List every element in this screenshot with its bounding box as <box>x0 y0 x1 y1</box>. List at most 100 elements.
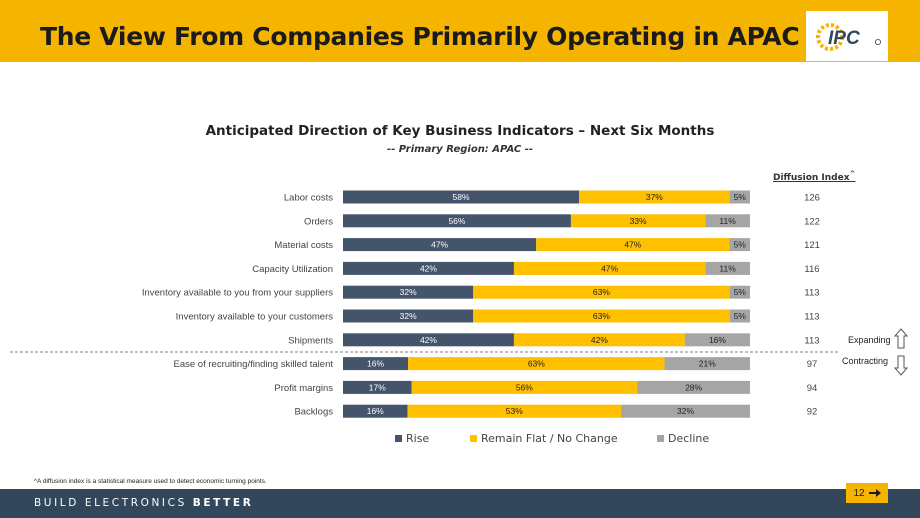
data-label: 47% <box>624 240 641 250</box>
ipc-logo-icon: IPC <box>816 23 882 51</box>
legend-item-decline: Decline <box>668 432 709 445</box>
bar-remain-flat-no-change-5 <box>473 285 730 299</box>
data-label: 32% <box>677 406 694 416</box>
data-label: 5% <box>734 240 747 250</box>
bar-decline-6 <box>729 309 750 323</box>
data-label: 11% <box>719 216 736 226</box>
page-number-badge: 12 <box>846 483 888 503</box>
data-label: 11% <box>719 263 736 273</box>
legend-item-rise: Rise <box>406 432 429 445</box>
bar-decline-5 <box>729 285 750 299</box>
bar-remain-flat-no-change-9 <box>411 380 638 394</box>
bar-rise-7 <box>343 333 514 347</box>
data-label: 17% <box>369 382 386 392</box>
bar-decline-1 <box>729 190 750 204</box>
footer-bar: BUILD ELECTRONICS BETTER <box>0 489 920 518</box>
ipc-logo: IPC <box>806 11 888 61</box>
bar-decline-8 <box>664 357 750 371</box>
bars-group: Labor costs 58% 37% 5% 126 Orders 56% 33% 11% 122… <box>142 190 820 445</box>
diffusion-index-value: 122 <box>804 216 820 227</box>
category-label: Backlogs <box>294 407 333 418</box>
bar-remain-flat-no-change-4 <box>513 261 706 275</box>
category-label: Profit margins <box>274 383 333 394</box>
legend-swatch-rise <box>395 435 402 442</box>
data-label: 42% <box>420 335 437 345</box>
header-band <box>0 0 920 62</box>
bar-remain-flat-no-change-6 <box>473 309 730 323</box>
diffusion-index-value: 94 <box>807 383 818 394</box>
diffusion-index-value: 113 <box>804 312 819 323</box>
data-label: 63% <box>528 359 545 369</box>
data-label: 32% <box>400 311 417 321</box>
data-label: 63% <box>593 287 610 297</box>
page-title: The View From Companies Primarily Operat… <box>40 22 800 51</box>
bar-decline-10 <box>621 404 750 418</box>
data-label: 42% <box>420 263 437 273</box>
diffusion-index-value: 92 <box>807 407 818 418</box>
chart-subtitle: -- Primary Region: APAC -- <box>386 144 533 155</box>
diffusion-index-value: 97 <box>807 359 818 370</box>
bar-remain-flat-no-change-7 <box>513 333 685 347</box>
data-label: 16% <box>367 406 384 416</box>
bar-rise-8 <box>343 357 409 371</box>
bar-rise-1 <box>343 190 580 204</box>
data-label: 42% <box>591 335 608 345</box>
bar-remain-flat-no-change-2 <box>570 214 706 228</box>
bar-decline-4 <box>705 261 750 275</box>
data-label: 32% <box>400 287 417 297</box>
category-label: Labor costs <box>284 193 333 204</box>
data-label: 28% <box>685 382 702 392</box>
legend-swatch-decline <box>657 435 664 442</box>
bar-remain-flat-no-change-10 <box>407 404 622 418</box>
data-label: 58% <box>453 192 470 202</box>
bar-rise-5 <box>343 285 474 299</box>
arrow-right-icon <box>868 489 881 497</box>
data-label: 37% <box>646 192 663 202</box>
bar-rise-6 <box>343 309 474 323</box>
bar-decline-3 <box>729 238 750 252</box>
data-label: 16% <box>367 359 384 369</box>
expanding-label: Expanding <box>848 335 891 345</box>
bar-rise-4 <box>343 261 514 275</box>
bar-remain-flat-no-change-8 <box>408 357 665 371</box>
bar-rise-2 <box>343 214 571 228</box>
bar-decline-7 <box>684 333 750 347</box>
data-label: 47% <box>431 240 448 250</box>
footnote: ^A diffusion index is a statistical meas… <box>34 478 267 485</box>
data-label: 56% <box>516 382 533 392</box>
legend-item-remain-flat-no-change: Remain Flat / No Change <box>481 432 618 445</box>
page-number: 12 <box>853 487 865 499</box>
diffusion-index-value: 126 <box>804 193 820 204</box>
category-label: Material costs <box>274 240 333 251</box>
data-label: 47% <box>601 263 618 273</box>
category-label: Inventory available to your customers <box>176 312 334 323</box>
data-label: 56% <box>448 216 465 226</box>
bar-decline-9 <box>637 380 750 394</box>
bar-decline-2 <box>705 214 750 228</box>
bar-rise-3 <box>343 238 537 252</box>
data-label: 53% <box>506 406 523 416</box>
category-label: Orders <box>304 216 333 227</box>
category-label: Shipments <box>288 335 333 346</box>
data-label: 5% <box>734 287 747 297</box>
data-label: 5% <box>734 192 747 202</box>
diffusion-index-value: 121 <box>804 240 820 251</box>
legend-swatch-remain-flat-no-change <box>470 435 477 442</box>
category-label: Capacity Utilization <box>252 264 333 275</box>
diffusion-index-value: 116 <box>804 264 819 275</box>
category-label: Ease of recruiting/finding skilled talen… <box>174 359 334 370</box>
bar-remain-flat-no-change-3 <box>536 238 730 252</box>
diffusion-index-header: Diffusion Index^ <box>773 170 856 183</box>
bar-rise-10 <box>343 404 408 418</box>
logo-text: IPC <box>828 28 860 49</box>
data-label: 63% <box>593 311 610 321</box>
contracting-label: Contracting <box>842 356 889 366</box>
diffusion-index-value: 113 <box>804 288 819 299</box>
bar-rise-9 <box>343 380 412 394</box>
footer-tagline: BUILD ELECTRONICS BETTER <box>34 497 254 509</box>
bar-remain-flat-no-change-1 <box>579 190 730 204</box>
category-label: Inventory available to you from your sup… <box>142 288 333 299</box>
data-label: 33% <box>630 216 647 226</box>
diffusion-index-marker: ^ <box>849 170 856 178</box>
